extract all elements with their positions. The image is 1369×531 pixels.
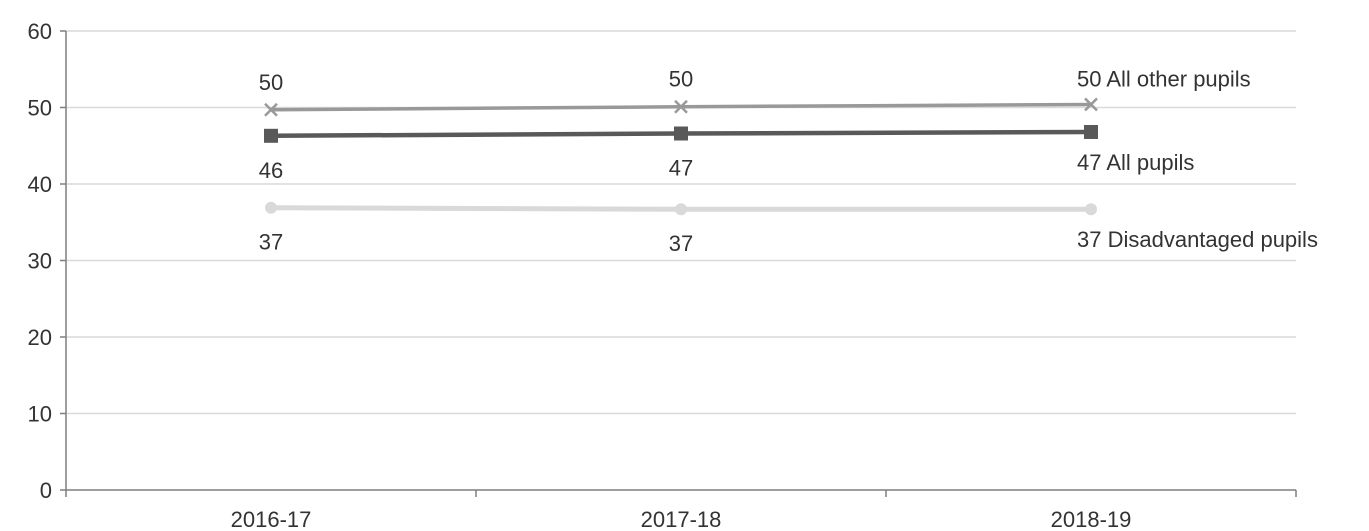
- data-label: 50: [259, 70, 283, 95]
- y-tick-label: 10: [28, 402, 52, 427]
- y-tick-label: 50: [28, 96, 52, 121]
- y-tick-label: 60: [28, 19, 52, 44]
- y-tick-label: 30: [28, 249, 52, 274]
- y-tick-label: 20: [28, 325, 52, 350]
- data-point: [265, 201, 277, 214]
- series-group: [264, 97, 1098, 216]
- data-label: 37: [259, 230, 283, 255]
- y-tick-label: 40: [28, 172, 52, 197]
- x-tick-label: 2018-19: [1051, 507, 1132, 531]
- x-tick-label: 2017-18: [641, 507, 722, 531]
- series-end-label: 47 All pupils: [1077, 150, 1194, 175]
- data-labels: 50 50 50 All other pupils 46 47 47 All pupils…: [259, 66, 1318, 256]
- data-point: [674, 126, 688, 141]
- series-end-label: 37 Disadvantaged pupils: [1077, 227, 1318, 252]
- data-label: 50: [669, 67, 693, 92]
- data-point: [1085, 203, 1097, 216]
- data-point: [264, 128, 278, 143]
- data-point: [674, 99, 688, 114]
- data-point: [1084, 124, 1098, 139]
- data-label: 47: [669, 156, 693, 181]
- data-point: [1084, 97, 1098, 112]
- y-tick-label: 0: [40, 478, 52, 503]
- data-point: [675, 203, 687, 216]
- data-point: [264, 102, 278, 117]
- data-label: 46: [259, 158, 283, 183]
- x-axis-ticks: 2016-17 2017-18 2018-19: [65, 490, 1297, 531]
- y-axis-ticks: 0 10 20 30 40 50 60: [28, 19, 66, 503]
- x-tick-label: 2016-17: [231, 507, 312, 531]
- data-label: 37: [669, 231, 693, 256]
- series-end-label: 50 All other pupils: [1077, 66, 1251, 91]
